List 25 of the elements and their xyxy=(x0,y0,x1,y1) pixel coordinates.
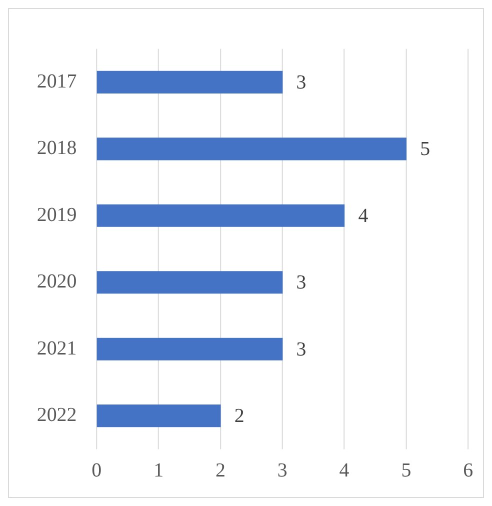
y-tick-label: 2018 xyxy=(36,137,77,160)
data-label: 3 xyxy=(296,272,306,294)
bar xyxy=(96,271,283,294)
data-label: 4 xyxy=(358,204,368,227)
x-tick-label: 1 xyxy=(154,459,164,482)
x-tick-label: 2 xyxy=(215,459,226,482)
y-tick-label: 2021 xyxy=(36,337,77,360)
x-tick-label: 4 xyxy=(339,459,350,482)
x-tick-label: 3 xyxy=(277,459,288,482)
data-label: 2 xyxy=(234,405,244,428)
y-tick-label: 2022 xyxy=(36,404,77,426)
data-label: 3 xyxy=(296,338,306,360)
bar xyxy=(96,204,345,227)
y-tick-label: 2019 xyxy=(36,204,77,226)
data-label: 3 xyxy=(296,71,306,94)
bar xyxy=(96,338,283,360)
x-tick-label: 5 xyxy=(401,459,412,482)
y-tick-label: 2017 xyxy=(36,70,77,92)
x-tick-label: 0 xyxy=(92,459,102,482)
bar xyxy=(96,404,221,428)
y-tick-label: 2020 xyxy=(36,270,77,293)
x-tick-label: 6 xyxy=(463,459,474,482)
bar xyxy=(96,138,406,160)
bar xyxy=(96,70,283,94)
data-label: 5 xyxy=(420,138,430,160)
